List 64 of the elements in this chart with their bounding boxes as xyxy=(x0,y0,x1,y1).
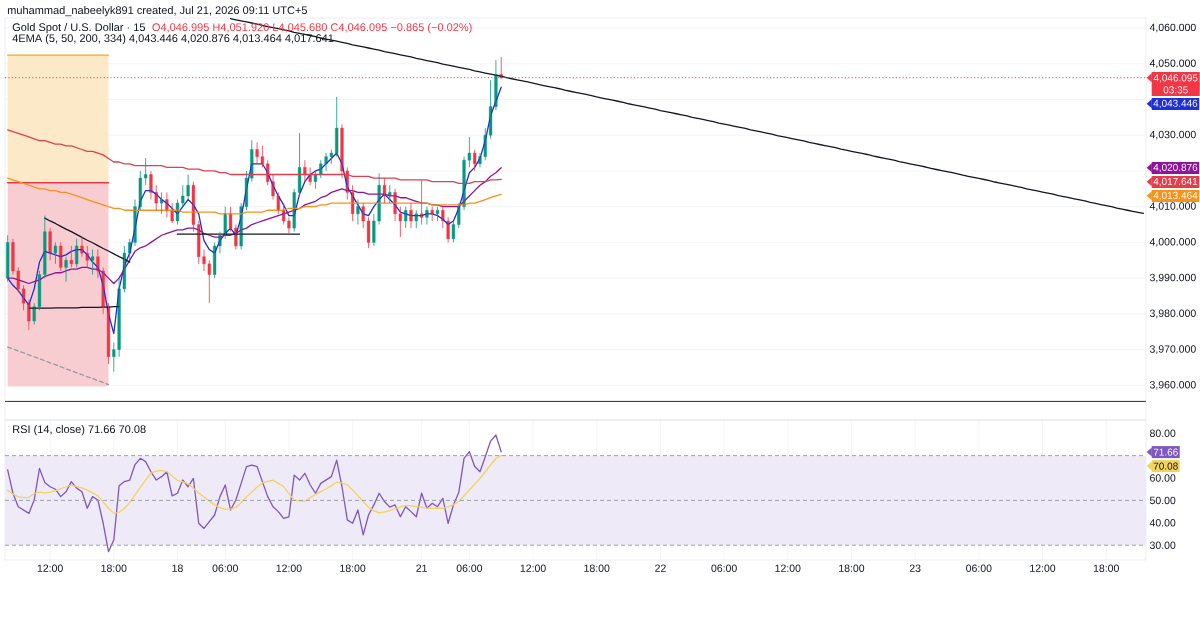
y-tick-label: 3,980.000 xyxy=(1149,309,1196,319)
x-tick-label: 12:00 xyxy=(276,564,302,572)
candlestick xyxy=(313,170,318,190)
text: muhammad_nabeelyk891 created, Jul 21, 2026 09:11 UTC+5 xyxy=(7,6,308,17)
candlestick xyxy=(59,242,63,272)
y-tick-label: 60.00 xyxy=(1150,474,1176,482)
x-tick-label: 18:00 xyxy=(584,564,610,572)
x-tick-label: 06:00 xyxy=(456,564,483,572)
candlestick xyxy=(451,220,456,243)
y-tick-label: 3,960.000 xyxy=(1149,381,1196,390)
y-tick-label: 50.00 xyxy=(1149,496,1176,505)
annotation: 4EMA (5, 50, 200, 334) 4,043.446 4,020.876 4,013.464 4,017.641 xyxy=(12,34,334,45)
candlestick xyxy=(435,206,440,222)
x-tick-label: 06:00 xyxy=(711,564,737,572)
x-tick-label: 12:00 xyxy=(37,564,63,572)
x-tick-label: 18:00 xyxy=(1093,564,1119,572)
y-tick-label: 40.00 xyxy=(1149,519,1176,527)
y-tick-label: 3,970.000 xyxy=(1149,345,1196,354)
x-tick-label: 18:00 xyxy=(340,564,366,572)
candlestick xyxy=(75,238,79,268)
chart-subtitle: O4,046.995 H4,051.920 L4,045.680 C4,046.095 −0.865 (−0.02%) xyxy=(152,23,472,34)
candlestick xyxy=(6,234,10,283)
candlestick xyxy=(414,209,418,229)
chart-title: RSI (14, close) 71.66 70.08 xyxy=(13,425,146,436)
legend-label: 4,017.641 xyxy=(1153,177,1198,187)
candlestick xyxy=(404,206,408,229)
x-tick-label: 21 xyxy=(416,564,427,572)
x-tick-label: 12:00 xyxy=(1030,564,1056,572)
x-tick-label: 18:00 xyxy=(101,564,127,572)
candlestick xyxy=(297,132,302,197)
y-tick-label: 4,010.000 xyxy=(1149,202,1196,212)
legend-label: 4,020.876 xyxy=(1153,163,1198,173)
y-tick-label: 4,030.000 xyxy=(1149,130,1196,140)
candlestick xyxy=(170,202,174,224)
x-tick-label: 12:00 xyxy=(775,564,801,572)
x-tick-label: 23 xyxy=(909,564,921,572)
x-tick-label: 06:00 xyxy=(212,564,238,572)
legend-label: 4,043.446 xyxy=(1153,99,1198,109)
y-tick-label: 4,000.000 xyxy=(1149,238,1196,247)
candlestick xyxy=(69,245,73,268)
candlestick xyxy=(144,157,148,186)
x-tick-label: 12:00 xyxy=(520,564,546,572)
y-tick-label: 80.00 xyxy=(1149,429,1176,437)
y-tick-label: 3,990.000 xyxy=(1149,273,1196,283)
candlestick xyxy=(382,177,387,204)
candlestick xyxy=(106,302,111,365)
y-tick-label: 4,050.000 xyxy=(1149,59,1196,69)
chart-title: Gold Spot / U.S. Dollar · 15 xyxy=(12,23,145,34)
candlestick xyxy=(335,96,339,158)
candlestick xyxy=(473,149,477,172)
y-tick-label: 30.00 xyxy=(1149,541,1176,549)
x-tick-label: 06:00 xyxy=(966,564,992,572)
line-series xyxy=(7,346,110,386)
legend-label: 70.08 xyxy=(1153,462,1178,470)
x-tick-label: 18 xyxy=(172,564,183,572)
candlestick xyxy=(53,242,58,265)
x-tick-label: 22 xyxy=(655,564,666,572)
candlestick xyxy=(90,249,95,275)
ref-line-label: 4,046.095 03:35 xyxy=(1153,74,1198,94)
y-tick-label: 4,060.000 xyxy=(1149,23,1196,33)
legend-label: 4,013.464 xyxy=(1153,191,1198,201)
legend-label: 71.66 xyxy=(1153,448,1178,456)
x-tick-label: 18:00 xyxy=(839,564,865,572)
candlestick xyxy=(467,136,471,168)
